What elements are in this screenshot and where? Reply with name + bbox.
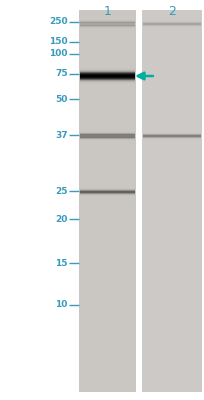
Bar (80, 69, 135, 70)
Text: 25: 25 (55, 187, 67, 196)
Text: 50: 50 (55, 95, 67, 104)
Bar (80, 80, 135, 81)
Bar (80, 82, 135, 83)
Bar (80, 78, 135, 79)
Bar (80, 77, 135, 78)
Bar (80, 76, 135, 77)
Bar (80, 70, 135, 71)
Bar (80, 66, 135, 67)
Bar (80, 68, 135, 69)
Text: 250: 250 (49, 18, 67, 26)
Bar (80, 79, 135, 80)
Bar (80, 68, 135, 69)
Text: 150: 150 (49, 38, 67, 46)
Bar (142, 10, 201, 392)
Bar (80, 85, 135, 86)
Bar (80, 74, 135, 75)
Bar (80, 84, 135, 85)
Text: 100: 100 (49, 50, 67, 58)
Bar (80, 81, 135, 82)
Bar (80, 71, 135, 72)
Bar (80, 67, 135, 68)
Bar (80, 66, 135, 67)
Bar (79, 10, 136, 392)
Bar (80, 73, 135, 74)
Bar (80, 81, 135, 82)
Bar (80, 71, 135, 72)
Text: 20: 20 (55, 215, 67, 224)
Bar (80, 70, 135, 71)
Text: 75: 75 (55, 70, 67, 78)
Bar (80, 77, 135, 78)
Bar (80, 75, 135, 76)
Bar (80, 80, 135, 81)
Text: 10: 10 (55, 300, 67, 309)
Bar (80, 84, 135, 85)
Bar (80, 82, 135, 83)
Bar (80, 75, 135, 76)
Bar (80, 72, 135, 73)
Bar (80, 76, 135, 77)
Bar (80, 79, 135, 80)
Bar (80, 74, 135, 75)
Bar (80, 67, 135, 68)
Text: 37: 37 (55, 131, 67, 140)
Bar (80, 78, 135, 79)
Bar (80, 83, 135, 84)
Bar (80, 72, 135, 73)
Bar (80, 85, 135, 86)
Text: 1: 1 (103, 5, 111, 18)
Bar (80, 83, 135, 84)
Text: 2: 2 (167, 5, 175, 18)
Bar (80, 73, 135, 74)
Text: 15: 15 (55, 259, 67, 268)
Bar (80, 69, 135, 70)
